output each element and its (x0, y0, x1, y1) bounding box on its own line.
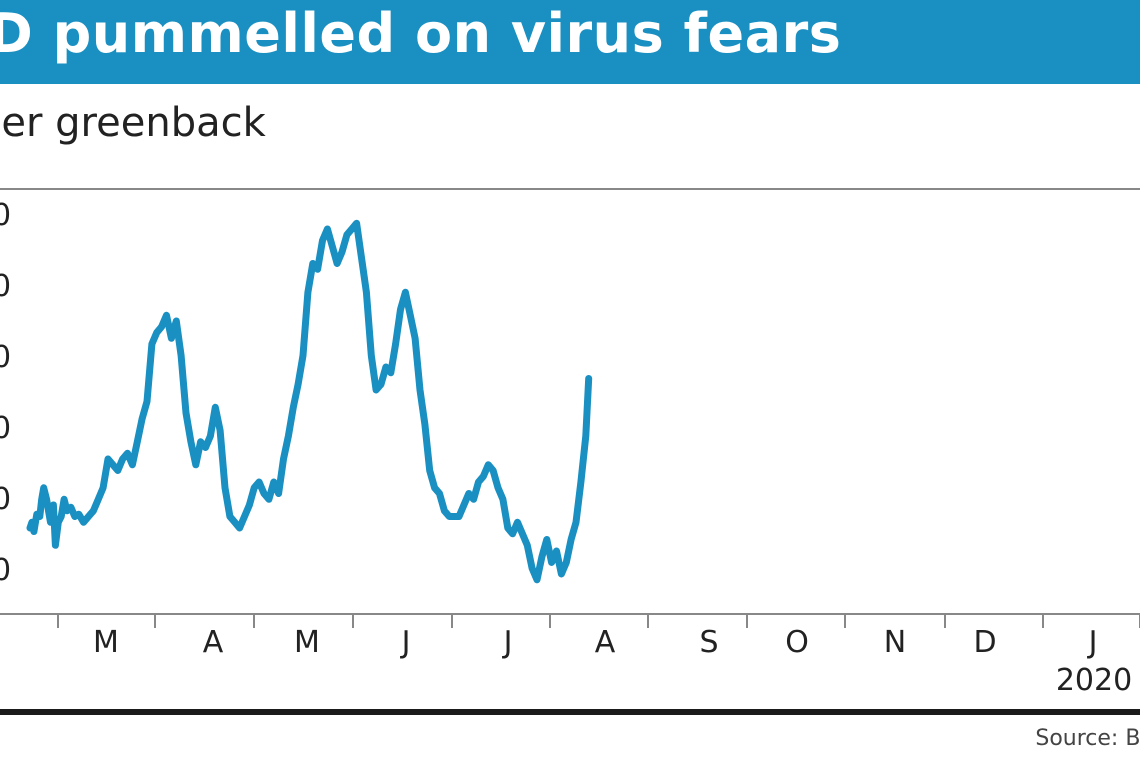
title-bar: D pummelled on virus fears (0, 0, 1140, 84)
y-tick-label: 0 (0, 411, 11, 446)
series-line (26, 219, 593, 584)
source-note: Source: Blo (1035, 726, 1140, 751)
x-tick-label: J (502, 625, 513, 660)
x-tick-label: M (93, 625, 119, 660)
y-tick-label: 0 (0, 340, 11, 375)
x-tick-label: A (203, 625, 224, 660)
year-label: 2020 (1056, 663, 1132, 698)
chart-subtitle: per greenback (0, 100, 266, 146)
x-tick-label: D (973, 625, 996, 660)
y-tick-label: 0 (0, 553, 11, 588)
x-tick-label: N (884, 625, 906, 660)
x-tick-label: A (595, 625, 616, 660)
y-axis-ticks: 0 0 0 0 0 0 (0, 198, 11, 588)
x-tick-label: M (294, 625, 320, 660)
x-tick-label: S (699, 625, 718, 660)
y-tick-label: 0 (0, 269, 11, 304)
x-tick-label: O (785, 625, 809, 660)
chart-title: D pummelled on virus fears (0, 2, 842, 65)
x-tick-label: J (1087, 625, 1098, 660)
y-tick-label: 0 (0, 482, 11, 517)
x-tick-label: J (400, 625, 411, 660)
y-tick-label: 0 (0, 198, 11, 233)
